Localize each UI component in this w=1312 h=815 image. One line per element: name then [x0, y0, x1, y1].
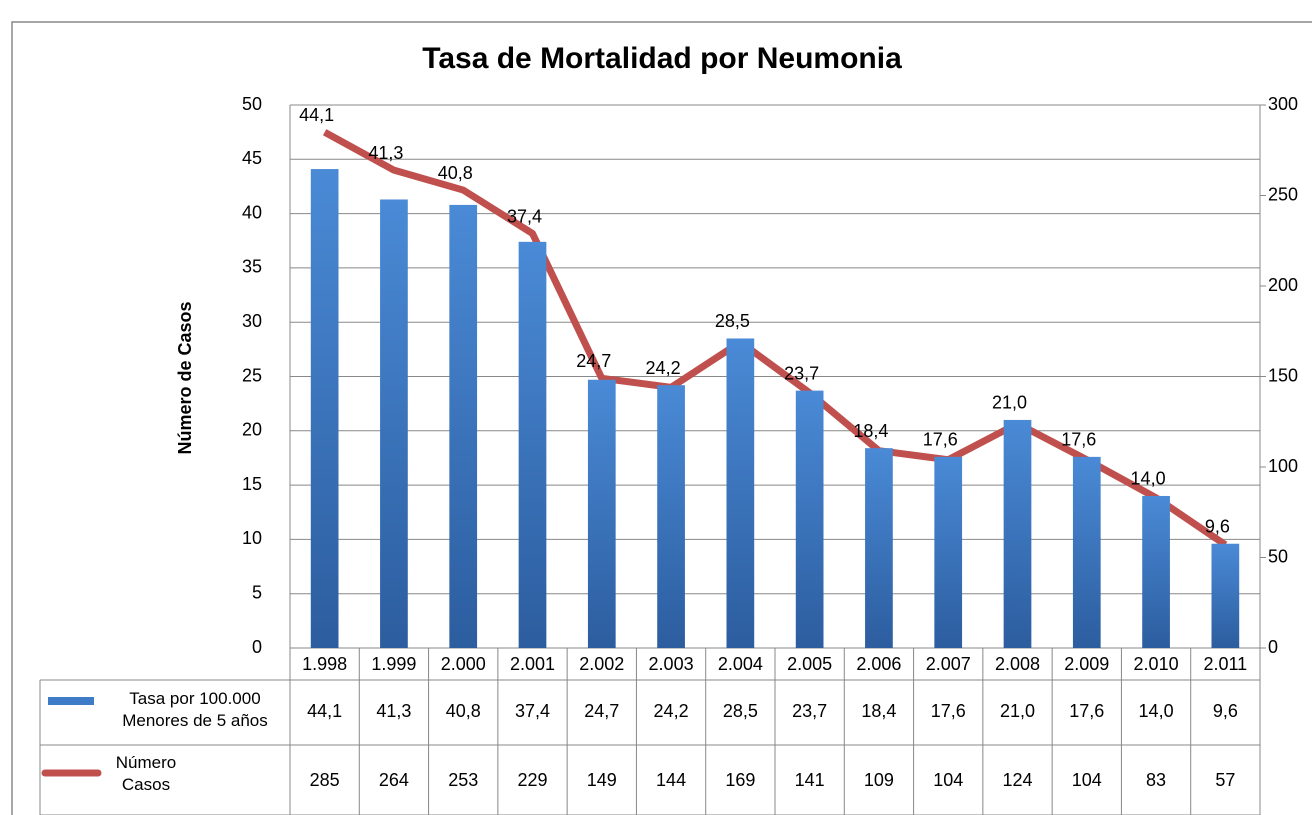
x-tick-label: 2.007: [926, 654, 971, 674]
bar: [1003, 419, 1032, 648]
bar: [657, 385, 685, 648]
data-label: 40,8: [438, 163, 473, 183]
bar: [934, 456, 963, 648]
bar: [726, 338, 755, 648]
x-tick-label: 2.000: [441, 654, 486, 674]
data-label: 17,6: [923, 430, 958, 450]
x-tick-label: 2.003: [649, 654, 694, 674]
y2-tick-label: 200: [1268, 275, 1298, 295]
table-cell: 104: [1072, 770, 1102, 790]
y2-tick-label: 300: [1268, 94, 1298, 114]
bar: [1072, 456, 1101, 648]
y-tick-label: 25: [242, 365, 262, 385]
y-tick-label: 30: [242, 311, 262, 331]
table-cell: 149: [587, 770, 617, 790]
table-cell: 24,2: [654, 701, 689, 721]
y-tick-label: 5: [252, 582, 262, 602]
x-tick-label: 2.004: [718, 654, 763, 674]
table-cell: 83: [1146, 770, 1166, 790]
data-label: 21,0: [992, 393, 1027, 413]
x-tick-label: 1.998: [302, 654, 347, 674]
data-label: 41,3: [368, 143, 403, 163]
data-label: 9,6: [1205, 516, 1230, 536]
table-cell: 253: [448, 770, 478, 790]
bar: [1211, 543, 1240, 648]
x-tick-label: 2.010: [1134, 654, 1179, 674]
table-cell: 264: [379, 770, 409, 790]
y-tick-label: 10: [242, 528, 262, 548]
bar: [518, 241, 547, 648]
data-label: 44,1: [299, 105, 334, 125]
table-cell: 44,1: [307, 701, 342, 721]
y-tick-label: 15: [242, 474, 262, 494]
table-cell: 18,4: [861, 701, 896, 721]
data-label: 24,2: [646, 358, 681, 378]
chart-border: [11, 21, 1312, 815]
x-tick-label: 1.999: [371, 654, 416, 674]
y2-tick-label: 150: [1268, 365, 1298, 385]
data-label: 23,7: [784, 363, 819, 383]
table-cell: 17,6: [931, 701, 966, 721]
table-cell: 9,6: [1213, 701, 1238, 721]
chart-title: Tasa de Mortalidad por Neumonia: [422, 42, 902, 75]
data-label: 24,7: [576, 351, 611, 371]
legend-key: [48, 697, 94, 705]
table-cell: 229: [517, 770, 547, 790]
table-cell: 141: [795, 770, 825, 790]
bar: [587, 379, 616, 648]
table-cell: 24,7: [584, 701, 619, 721]
bar: [1142, 495, 1170, 648]
x-tick-label: 2.006: [856, 654, 901, 674]
table-cell: 21,0: [1000, 701, 1035, 721]
y2-tick-label: 50: [1268, 546, 1288, 566]
table-cell: 37,4: [515, 701, 550, 721]
table-cell: 28,5: [723, 701, 758, 721]
table-cell: 40,8: [446, 701, 481, 721]
y-tick-label: 35: [242, 257, 262, 277]
bar: [795, 390, 824, 648]
x-tick-label: 2.011: [1203, 654, 1247, 674]
y2-tick-label: 250: [1268, 184, 1298, 204]
table-cell: 41,3: [376, 701, 411, 721]
y-tick-label: 45: [242, 148, 262, 168]
legend-label: Número Casos: [115, 753, 177, 794]
bar: [310, 169, 339, 648]
data-label: 14,0: [1131, 469, 1166, 489]
table-cell: 169: [725, 770, 755, 790]
x-tick-label: 2.005: [787, 654, 832, 674]
bar: [865, 448, 893, 648]
data-label: 17,6: [1061, 430, 1096, 450]
y-tick-label: 0: [252, 637, 262, 657]
y-tick-label: 50: [242, 94, 262, 114]
data-label: 18,4: [853, 421, 888, 441]
x-tick-label: 2.009: [1064, 654, 1109, 674]
bar: [449, 204, 478, 649]
x-tick-label: 2.008: [995, 654, 1040, 674]
x-tick-label: 2.001: [510, 654, 555, 674]
y-tick-label: 40: [242, 202, 262, 222]
table-cell: 144: [656, 770, 686, 790]
table-cell: 124: [1002, 770, 1032, 790]
table-cell: 104: [933, 770, 963, 790]
legend-label: Tasa por 100.000 Menores de 5 años: [122, 689, 268, 730]
y-axis-label: Número de Casos: [175, 301, 195, 454]
data-label: 37,4: [507, 206, 542, 226]
bar: [380, 199, 408, 648]
table-cell: 17,6: [1069, 701, 1104, 721]
data-label: 28,5: [715, 311, 750, 331]
table-cell: 109: [864, 770, 894, 790]
table-cell: 14,0: [1139, 701, 1174, 721]
x-tick-label: 2.002: [579, 654, 624, 674]
y2-tick-label: 0: [1268, 637, 1278, 657]
table-cell: 285: [310, 770, 340, 790]
line: [322, 129, 1228, 548]
table-cell: 57: [1215, 770, 1235, 790]
table-cell: 23,7: [792, 701, 827, 721]
y-tick-label: 20: [242, 420, 262, 440]
y2-tick-label: 100: [1268, 456, 1298, 476]
